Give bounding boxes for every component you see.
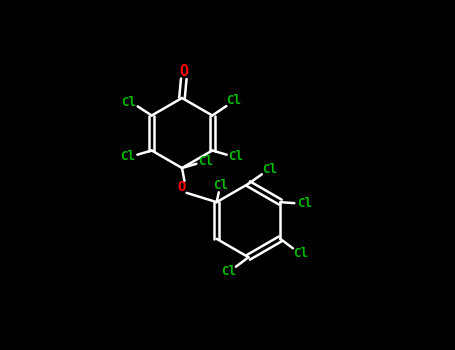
Text: O: O — [178, 180, 186, 194]
Text: Cl: Cl — [212, 179, 228, 192]
Text: Cl: Cl — [198, 155, 213, 168]
Text: Cl: Cl — [121, 150, 136, 163]
Text: Cl: Cl — [297, 197, 312, 210]
Text: Cl: Cl — [293, 247, 308, 260]
Text: Cl: Cl — [228, 150, 243, 163]
Text: O: O — [179, 64, 188, 78]
Text: Cl: Cl — [121, 96, 136, 109]
Text: Cl: Cl — [221, 265, 236, 279]
Text: Cl: Cl — [262, 162, 277, 176]
Text: Cl: Cl — [227, 94, 242, 107]
